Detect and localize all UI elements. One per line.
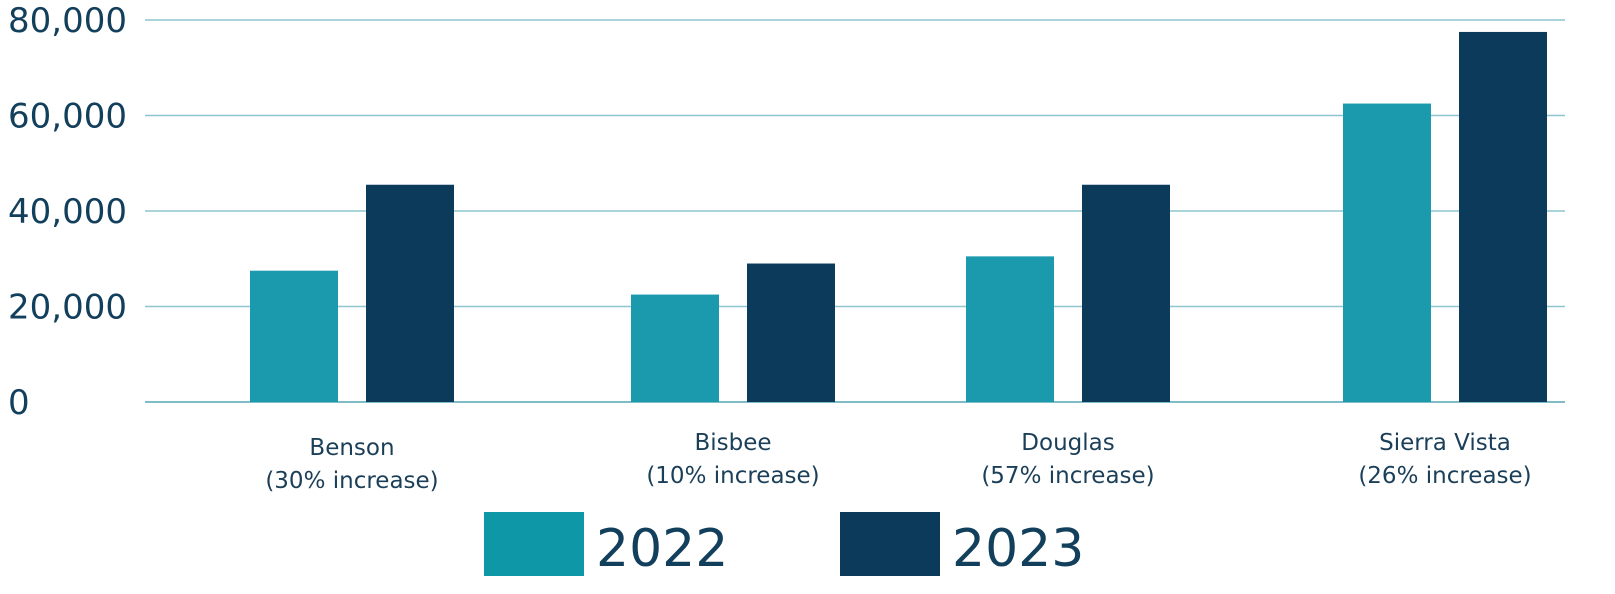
bar-2023-bisbee — [747, 263, 835, 402]
legend-swatch-2022 — [484, 512, 584, 576]
legend-label-2022: 2022 — [596, 519, 728, 579]
category-note: (30% increase) — [265, 468, 438, 494]
category-label: Sierra Vista — [1379, 430, 1511, 456]
bar-2023-douglas — [1082, 184, 1170, 402]
legend: 2022 2023 — [484, 512, 1084, 579]
category-note: (10% increase) — [646, 463, 819, 489]
y-tick-label: 0 — [8, 383, 30, 423]
bar-2023-benson — [366, 184, 454, 402]
legend-swatch-2023 — [840, 512, 940, 576]
y-tick-label: 40,000 — [8, 192, 127, 232]
legend-label-2023: 2023 — [952, 519, 1084, 579]
y-tick-label: 20,000 — [8, 288, 127, 328]
category-note: (57% increase) — [981, 463, 1154, 489]
x-axis-category-labels: Benson (30% increase) Bisbee (10% increase)… — [265, 430, 1531, 494]
bar-2022-benson — [250, 270, 338, 402]
bar-2022-douglas — [966, 256, 1054, 402]
y-axis-tick-labels: 0 20,000 40,000 60,000 80,000 — [8, 1, 127, 423]
y-tick-label: 60,000 — [8, 97, 127, 137]
bar-2022-sierra-vista — [1343, 103, 1431, 402]
category-label: Bisbee — [694, 430, 771, 456]
category-label: Douglas — [1021, 430, 1114, 456]
y-tick-label: 80,000 — [8, 1, 127, 41]
bars — [250, 31, 1547, 402]
bar-2022-bisbee — [631, 294, 719, 402]
bar-2023-sierra-vista — [1459, 31, 1547, 402]
category-note: (26% increase) — [1358, 463, 1531, 489]
category-label: Benson — [309, 435, 394, 461]
